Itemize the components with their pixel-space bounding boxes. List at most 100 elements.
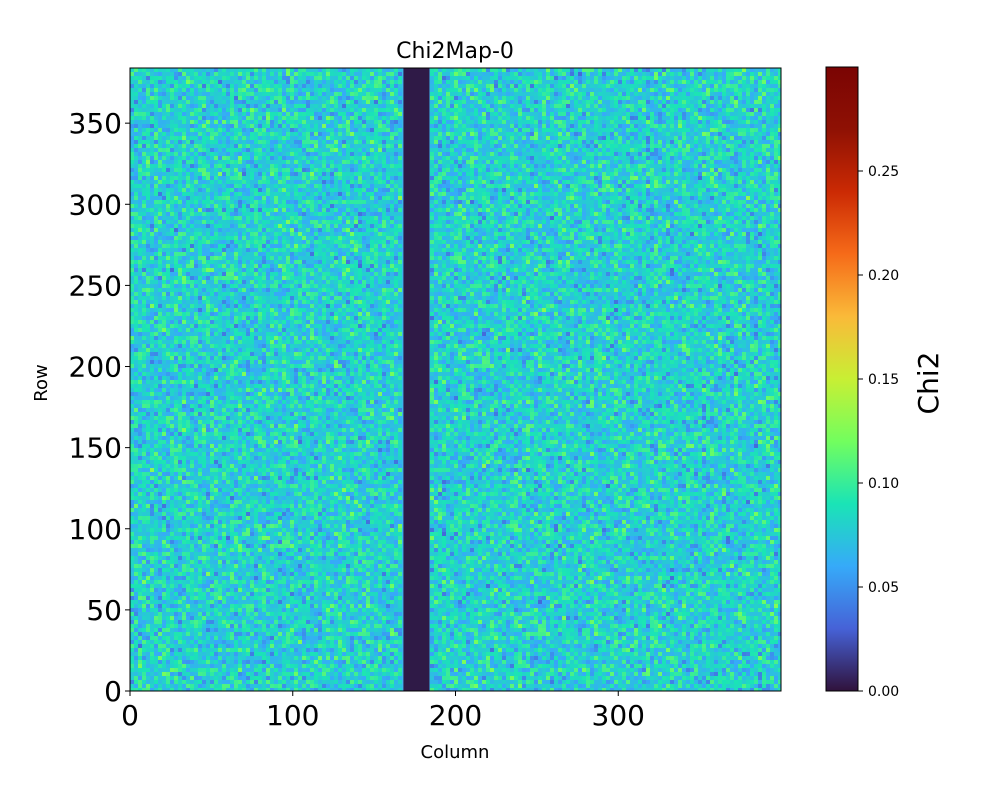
heatmap-cell — [758, 116, 762, 120]
heatmap-cell — [210, 128, 214, 132]
heatmap-cell — [570, 128, 574, 132]
heatmap-cell — [434, 188, 438, 192]
heatmap-cell — [662, 152, 666, 156]
heatmap-cell — [222, 84, 226, 88]
heatmap-cell — [726, 164, 730, 168]
heatmap-cell — [350, 160, 354, 164]
heatmap-cell — [306, 168, 310, 172]
heatmap-cell — [550, 112, 554, 116]
heatmap-cell — [310, 136, 314, 140]
heatmap-cell — [370, 184, 374, 188]
heatmap-cell — [338, 72, 342, 76]
heatmap-cell — [514, 84, 518, 88]
heatmap-cell — [322, 68, 326, 72]
heatmap-cell — [614, 80, 618, 84]
heatmap-cell — [230, 168, 234, 172]
heatmap-cell — [394, 148, 398, 152]
heatmap-cell — [226, 164, 230, 168]
heatmap-cell — [634, 188, 638, 192]
heatmap-cell — [222, 124, 226, 128]
heatmap-cell — [686, 168, 690, 172]
heatmap-cell — [498, 176, 502, 180]
heatmap-cell — [170, 124, 174, 128]
heatmap-cell — [690, 68, 694, 72]
heatmap-cell — [230, 172, 234, 176]
heatmap-cell — [514, 104, 518, 108]
heatmap-cell — [214, 68, 218, 72]
heatmap-cell — [322, 104, 326, 108]
heatmap-cell — [198, 84, 202, 88]
heatmap-cell — [754, 192, 758, 196]
heatmap-cell — [390, 132, 394, 136]
heatmap-cell — [190, 108, 194, 112]
heatmap-cell — [522, 72, 526, 76]
heatmap-cell — [314, 124, 318, 128]
heatmap-cell — [318, 68, 322, 72]
heatmap-cell — [398, 152, 402, 156]
heatmap-cell — [154, 108, 158, 112]
heatmap-cell — [254, 84, 258, 88]
heatmap-cell — [290, 168, 294, 172]
heatmap-cell — [262, 144, 266, 148]
heatmap-cell — [566, 136, 570, 140]
heatmap-cell — [730, 148, 734, 152]
heatmap-cell — [282, 88, 286, 92]
heatmap-cell — [134, 104, 138, 108]
heatmap-cell — [262, 192, 266, 196]
heatmap-cell — [138, 148, 142, 152]
heatmap-cell — [682, 184, 686, 188]
heatmap-cell — [386, 76, 390, 80]
heatmap-cell — [506, 88, 510, 92]
heatmap-cell — [570, 156, 574, 160]
heatmap-cell — [358, 172, 362, 176]
heatmap-cell — [666, 132, 670, 136]
heatmap-cell — [658, 160, 662, 164]
heatmap-cell — [222, 140, 226, 144]
heatmap-cell — [446, 108, 450, 112]
heatmap-cell — [342, 164, 346, 168]
heatmap-cell — [718, 120, 722, 124]
heatmap-cell — [490, 168, 494, 172]
heatmap-cell — [434, 140, 438, 144]
heatmap-cell — [174, 72, 178, 76]
heatmap-cell — [530, 160, 534, 164]
heatmap-cell — [318, 104, 322, 108]
heatmap-cell — [158, 76, 162, 80]
heatmap-cell — [622, 188, 626, 192]
heatmap-cell — [726, 176, 730, 180]
heatmap-cell — [530, 104, 534, 108]
heatmap-cell — [678, 188, 682, 192]
heatmap-cell — [178, 108, 182, 112]
heatmap-cell — [758, 84, 762, 88]
heatmap-cell — [770, 180, 774, 184]
heatmap-cell — [394, 108, 398, 112]
heatmap-cell — [258, 188, 262, 192]
heatmap-cell — [170, 84, 174, 88]
heatmap-cell — [674, 152, 678, 156]
heatmap-cell — [250, 112, 254, 116]
heatmap-cell — [690, 172, 694, 176]
heatmap-cell — [366, 80, 370, 84]
heatmap-cell — [590, 100, 594, 104]
heatmap-cell — [258, 68, 262, 72]
heatmap-cell — [278, 192, 282, 196]
heatmap-cell — [714, 108, 718, 112]
heatmap-cell — [274, 144, 278, 148]
heatmap-cell — [598, 152, 602, 156]
heatmap-cell — [150, 120, 154, 124]
heatmap-cell — [678, 128, 682, 132]
heatmap-cell — [774, 72, 778, 76]
heatmap-cell — [566, 160, 570, 164]
heatmap-cell — [734, 104, 738, 108]
heatmap-cell — [286, 92, 290, 96]
heatmap-cell — [562, 104, 566, 108]
heatmap-cell — [314, 152, 318, 156]
heatmap-cell — [326, 192, 330, 196]
heatmap-cell — [530, 124, 534, 128]
heatmap-cell — [282, 128, 286, 132]
heatmap-cell — [578, 180, 582, 184]
heatmap-cell — [714, 120, 718, 124]
heatmap-cell — [214, 100, 218, 104]
heatmap-cell — [286, 172, 290, 176]
heatmap-cell — [282, 136, 286, 140]
